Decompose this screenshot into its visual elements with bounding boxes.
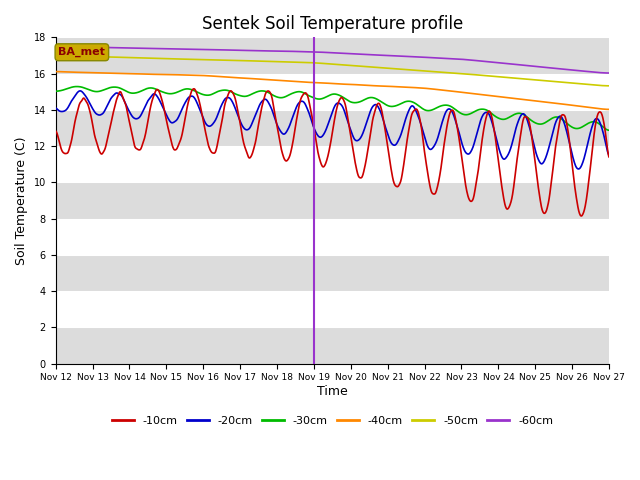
Bar xyxy=(56,37,609,73)
X-axis label: Time: Time xyxy=(317,385,348,398)
Y-axis label: Soil Temperature (C): Soil Temperature (C) xyxy=(15,136,28,265)
Bar xyxy=(56,110,609,146)
Bar xyxy=(56,182,609,219)
Bar xyxy=(56,327,609,364)
Text: BA_met: BA_met xyxy=(58,47,106,58)
Title: Sentek Soil Temperature profile: Sentek Soil Temperature profile xyxy=(202,15,463,33)
Bar xyxy=(56,255,609,291)
Legend: -10cm, -20cm, -30cm, -40cm, -50cm, -60cm: -10cm, -20cm, -30cm, -40cm, -50cm, -60cm xyxy=(108,412,557,431)
